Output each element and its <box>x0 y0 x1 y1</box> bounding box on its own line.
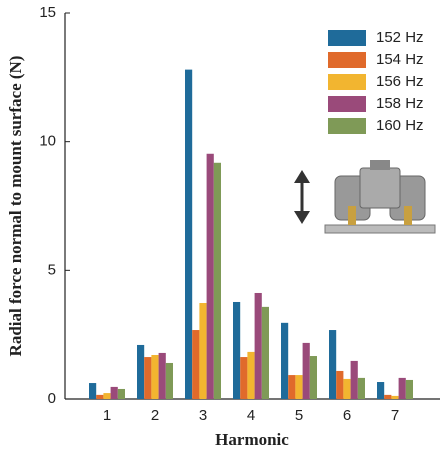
legend-swatch <box>328 74 366 90</box>
bar <box>384 394 392 399</box>
legend-swatch <box>328 96 366 112</box>
bar <box>89 383 97 399</box>
legend-label: 156 Hz <box>376 73 424 90</box>
bar <box>261 306 269 399</box>
legend-label: 160 Hz <box>376 117 424 134</box>
bar <box>281 322 289 399</box>
bar <box>350 360 358 399</box>
bar <box>206 153 214 399</box>
legend-swatch <box>328 30 366 46</box>
bar <box>377 382 385 399</box>
y-tick-label: 0 <box>48 390 56 407</box>
x-axis-label: Harmonic <box>215 430 289 449</box>
x-tick-label: 7 <box>391 407 399 424</box>
bar <box>110 386 118 399</box>
legend-label: 158 Hz <box>376 95 424 112</box>
x-tick-label: 1 <box>103 407 111 424</box>
bar <box>309 356 317 399</box>
bar <box>357 377 365 399</box>
bar <box>288 375 296 399</box>
motor-icon <box>294 160 436 234</box>
bar <box>137 344 145 399</box>
bar <box>117 388 125 399</box>
bar <box>336 370 344 399</box>
x-tick-label: 5 <box>295 407 303 424</box>
bar <box>398 377 406 399</box>
bar <box>343 378 351 399</box>
bar <box>254 292 262 399</box>
bar <box>144 357 152 399</box>
x-tick-label: 6 <box>343 407 351 424</box>
y-axis-label: Radial force normal to mount surface (N) <box>6 56 25 357</box>
x-tick-label: 4 <box>247 407 255 424</box>
bar <box>302 342 310 399</box>
bar <box>295 375 303 399</box>
legend-swatch <box>328 52 366 68</box>
y-tick-label: 5 <box>48 261 56 278</box>
bar <box>233 301 241 399</box>
bar <box>247 351 255 399</box>
bar <box>405 379 413 399</box>
y-tick-label: 15 <box>39 4 56 21</box>
bar <box>151 354 159 399</box>
legend-swatch <box>328 118 366 134</box>
bar <box>96 394 104 399</box>
bar <box>165 362 173 399</box>
bar <box>192 330 200 399</box>
bar <box>391 395 399 399</box>
x-tick-label: 3 <box>199 407 207 424</box>
x-tick-label: 2 <box>151 407 159 424</box>
bar <box>185 69 193 399</box>
bar <box>213 162 221 399</box>
bar <box>199 303 207 399</box>
y-tick-label: 10 <box>39 133 56 150</box>
bar <box>329 330 337 399</box>
legend-label: 154 Hz <box>376 51 424 68</box>
bar <box>103 393 111 399</box>
legend-label: 152 Hz <box>376 29 424 46</box>
bar <box>240 357 248 399</box>
bar <box>158 352 166 399</box>
